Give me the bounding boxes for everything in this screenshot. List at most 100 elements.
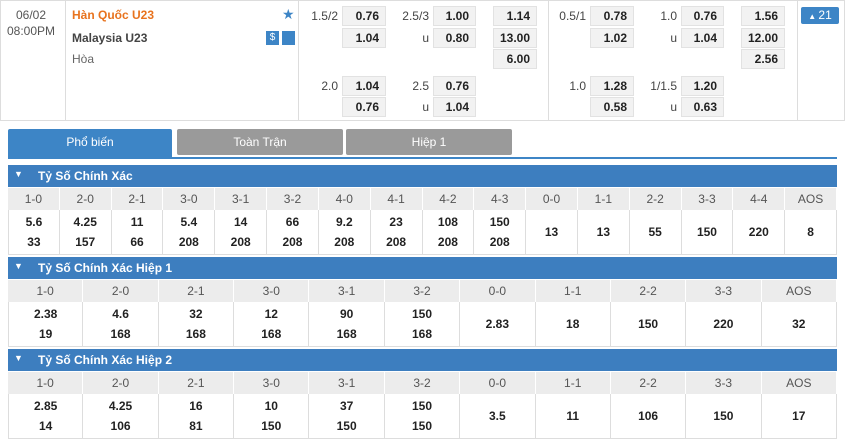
collapse-arrow[interactable]: ▼ [14, 353, 23, 363]
odds-value[interactable]: 150 [713, 409, 734, 423]
odds-value[interactable]: 9.2 [335, 215, 353, 229]
odds-value[interactable]: 66 [130, 235, 144, 249]
odds-value[interactable]: 2.38 [34, 307, 58, 321]
odds-value[interactable]: 23 [389, 215, 403, 229]
odds-value[interactable]: 1.14 [493, 6, 537, 26]
odds-value[interactable]: 208 [178, 235, 199, 249]
odds-value[interactable]: 4.25 [73, 215, 97, 229]
odds-value[interactable]: 150 [489, 215, 510, 229]
odds-value[interactable]: 1.04 [681, 28, 724, 48]
odds-value[interactable]: 150 [261, 419, 282, 433]
odds-value[interactable]: 0.58 [590, 97, 634, 117]
odds-value[interactable]: 0.76 [433, 76, 476, 96]
odds-value[interactable]: 14 [39, 419, 53, 433]
section-header[interactable]: Tỷ Số Chính Xác Hiệp 2 [8, 349, 837, 371]
odds-value[interactable]: 0.76 [342, 97, 386, 117]
odds-value[interactable]: 1.04 [342, 76, 386, 96]
odds-value[interactable]: 150 [638, 317, 659, 331]
odds-value[interactable]: 208 [437, 235, 458, 249]
odds-value[interactable]: 4.6 [112, 307, 129, 321]
odds-value[interactable]: 19 [39, 327, 53, 341]
odds-value[interactable]: 14 [233, 215, 248, 229]
odds-value[interactable]: 150 [696, 225, 717, 239]
odds-cell: 3.5 [460, 394, 536, 439]
odds-value[interactable]: 66 [285, 215, 300, 229]
odds-value[interactable]: 106 [638, 409, 659, 423]
odds-value[interactable]: 208 [334, 235, 355, 249]
odds-value[interactable]: 12 [264, 307, 278, 321]
odds-value[interactable]: 55 [648, 225, 662, 239]
tab[interactable]: Hiệp 1 [346, 129, 512, 155]
odds-value[interactable]: 13 [596, 225, 611, 239]
odds-value[interactable]: 1.20 [681, 76, 724, 96]
tab[interactable]: Phổ biến [8, 129, 172, 159]
odds-value[interactable]: 10 [264, 399, 278, 413]
stats-icon[interactable] [282, 31, 295, 45]
money-icon[interactable]: $ [266, 31, 279, 45]
odds-value[interactable]: 0.76 [342, 6, 386, 26]
odds-value[interactable]: 12.00 [741, 28, 785, 48]
odds-value[interactable]: 5.6 [25, 215, 43, 229]
odds-value[interactable]: 208 [489, 235, 510, 249]
odds-value[interactable]: 208 [282, 235, 303, 249]
odds-value[interactable]: 168 [110, 327, 131, 341]
odds-value[interactable]: 6.00 [493, 49, 537, 69]
odds-value[interactable]: 33 [27, 235, 41, 249]
odds-value[interactable]: 168 [411, 327, 432, 341]
odds-value[interactable]: 17 [792, 409, 806, 423]
odds-value[interactable]: 2.56 [741, 49, 785, 69]
home-team[interactable]: Hàn Quốc U23 [72, 8, 155, 22]
odds-value[interactable]: 150 [411, 399, 432, 413]
odds-value[interactable]: 0.78 [590, 6, 634, 26]
odds-value[interactable]: 32 [189, 307, 203, 321]
odds-value[interactable]: 168 [336, 327, 357, 341]
odds-value[interactable]: 4.25 [108, 399, 133, 413]
away-team[interactable]: Malaysia U23 [72, 31, 148, 45]
odds-value[interactable]: 18 [566, 317, 580, 331]
odds-value[interactable]: 81 [189, 419, 203, 433]
odds-value[interactable]: 150 [411, 307, 432, 321]
section-header[interactable]: Tỷ Số Chính Xác [8, 165, 837, 187]
odds-value[interactable]: 106 [110, 419, 131, 433]
odds-value[interactable]: 0.76 [681, 6, 724, 26]
odds-value[interactable]: 8 [807, 225, 814, 239]
line-label: 1.0 [569, 79, 586, 93]
odds-value[interactable]: 0.80 [433, 28, 476, 48]
odds-value[interactable]: 220 [713, 317, 734, 331]
odds-value[interactable]: 13 [544, 225, 559, 239]
odds-value[interactable]: 157 [75, 235, 96, 249]
odds-value[interactable]: 108 [437, 215, 458, 229]
collapse-arrow[interactable]: ▼ [14, 169, 23, 179]
odds-value[interactable]: 1.00 [433, 6, 476, 26]
odds-value[interactable]: 16 [189, 399, 203, 413]
odds-value[interactable]: 1.28 [590, 76, 634, 96]
odds-value[interactable]: 2.85 [34, 399, 58, 413]
score-header: 4-1 [370, 188, 423, 210]
odds-value[interactable]: 168 [261, 327, 282, 341]
odds-value[interactable]: 0.63 [681, 97, 724, 117]
star-icon[interactable]: ★ [282, 6, 295, 22]
odds-value[interactable]: 32 [792, 317, 806, 331]
odds-value[interactable]: 11 [130, 215, 144, 229]
odds-value[interactable]: 11 [566, 409, 580, 423]
more-button[interactable]: ▲ 21 [801, 7, 839, 24]
odds-value[interactable]: 220 [748, 225, 769, 239]
section-header[interactable]: Tỷ Số Chính Xác Hiệp 1 [8, 257, 837, 279]
odds-value[interactable]: 37 [339, 399, 354, 413]
odds-value[interactable]: 13.00 [493, 28, 537, 48]
odds-value[interactable]: 1.04 [433, 97, 476, 117]
odds-value[interactable]: 1.56 [741, 6, 785, 26]
odds-value[interactable]: 168 [185, 327, 206, 341]
tab[interactable]: Toàn Trận [177, 129, 343, 155]
odds-value[interactable]: 150 [411, 419, 432, 433]
odds-value[interactable]: 1.04 [342, 28, 386, 48]
odds-value[interactable]: 5.4 [180, 215, 198, 229]
odds-value[interactable]: 2.83 [485, 317, 510, 331]
odds-value[interactable]: 208 [386, 235, 407, 249]
odds-value[interactable]: 150 [336, 419, 357, 433]
collapse-arrow[interactable]: ▼ [14, 261, 23, 271]
odds-value[interactable]: 208 [230, 235, 251, 249]
odds-value[interactable]: 1.02 [590, 28, 634, 48]
odds-value[interactable]: 90 [339, 307, 354, 321]
odds-value[interactable]: 3.5 [489, 409, 506, 423]
